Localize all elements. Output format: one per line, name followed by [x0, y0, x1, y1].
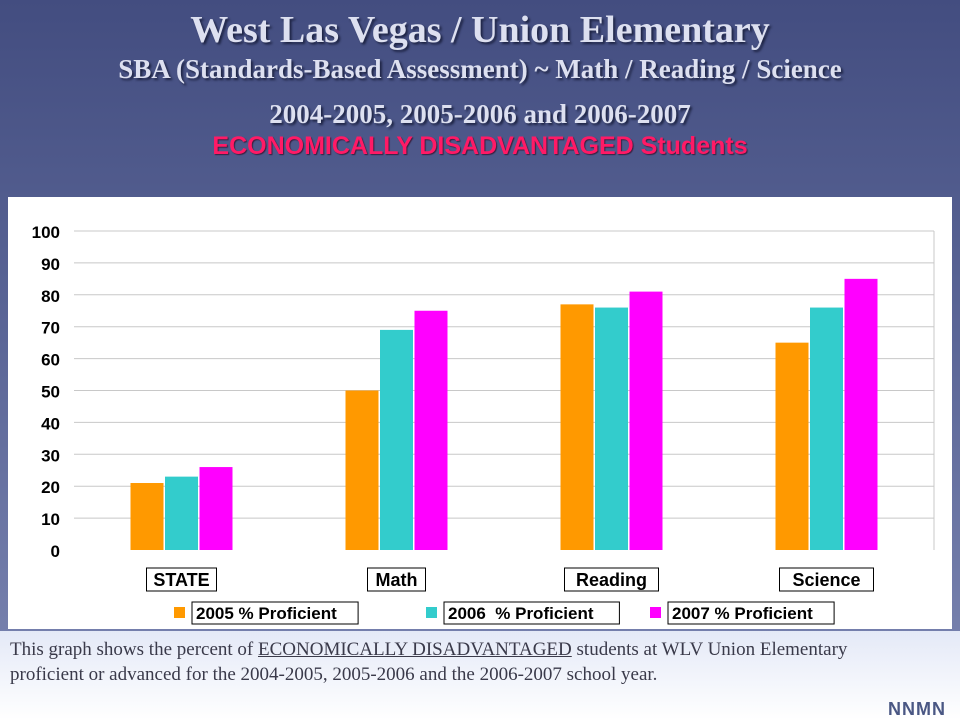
legend-label: 2007 % Proficient	[672, 604, 813, 623]
y-tick-label: 50	[41, 383, 60, 402]
y-tick-label: 40	[41, 414, 60, 433]
y-tick-label: 70	[41, 319, 60, 338]
legend-label: 2006 % Proficient	[448, 604, 594, 623]
school-years-line: 2004-2005, 2005-2006 and 2006-2007	[269, 99, 691, 129]
y-tick-label: 80	[41, 287, 60, 306]
bar	[199, 467, 233, 550]
bar	[130, 483, 164, 550]
legend-label-box	[443, 601, 620, 625]
legend-swatch	[426, 607, 437, 618]
slide-title: West Las Vegas / Union Elementary	[190, 9, 770, 51]
bar	[414, 310, 448, 550]
student-group-line: ECONOMICALLY DISADVANTAGED Students	[212, 132, 748, 160]
x-category-label-box	[146, 567, 217, 592]
y-tick-label: 0	[51, 542, 60, 561]
chart-panel: 0 10 20 30 40 50 60 70 80 90 100 STATE Math Reading Sc…	[8, 197, 952, 629]
caption-highlight: ECONOMICALLY DISADVANTAGED	[258, 639, 572, 660]
y-tick-label: 60	[41, 351, 60, 370]
bar	[560, 304, 594, 550]
bar	[844, 278, 878, 550]
x-category-label-box	[779, 567, 874, 592]
bar	[380, 329, 413, 550]
caption-text-after: students at WLV Union Elementary profici…	[10, 639, 848, 685]
bar	[595, 307, 628, 550]
legend-label-box	[667, 601, 835, 625]
y-tick-label: 20	[41, 478, 60, 497]
x-category-label-box	[367, 567, 426, 592]
y-tick-label: 30	[41, 446, 60, 465]
x-category-label: STATE	[153, 570, 209, 590]
bar-chart: 0 10 20 30 40 50 60 70 80 90 100 STATE Math Reading Sc…	[32, 223, 935, 625]
y-tick-label: 100	[32, 223, 60, 242]
legend-swatch	[650, 607, 661, 618]
caption-panel: This graph shows the percent of ECONOMIC…	[0, 631, 960, 720]
x-category-label-box	[564, 567, 659, 592]
y-tick-label: 10	[41, 510, 60, 529]
bar	[810, 307, 843, 550]
caption-text-before: This graph shows the percent of	[10, 639, 258, 660]
chart-caption: This graph shows the percent of ECONOMIC…	[10, 637, 910, 687]
y-tick-label: 90	[41, 255, 60, 274]
bar	[165, 476, 198, 550]
bar	[775, 342, 809, 550]
x-category-label: Science	[792, 570, 860, 590]
corner-logo-text: NNMN	[888, 699, 946, 719]
x-category-label: Math	[376, 570, 418, 590]
slide-subtitle: SBA (Standards-Based Assessment) ~ Math …	[118, 54, 842, 84]
x-category-label: Reading	[576, 570, 647, 590]
bar	[345, 390, 379, 550]
legend-label: 2005 % Proficient	[196, 604, 337, 623]
slide-title-block: West Las Vegas / Union Elementary SBA (S…	[0, 8, 960, 161]
legend-swatch	[174, 607, 185, 618]
bar	[629, 291, 663, 550]
legend-label-box	[191, 601, 359, 625]
